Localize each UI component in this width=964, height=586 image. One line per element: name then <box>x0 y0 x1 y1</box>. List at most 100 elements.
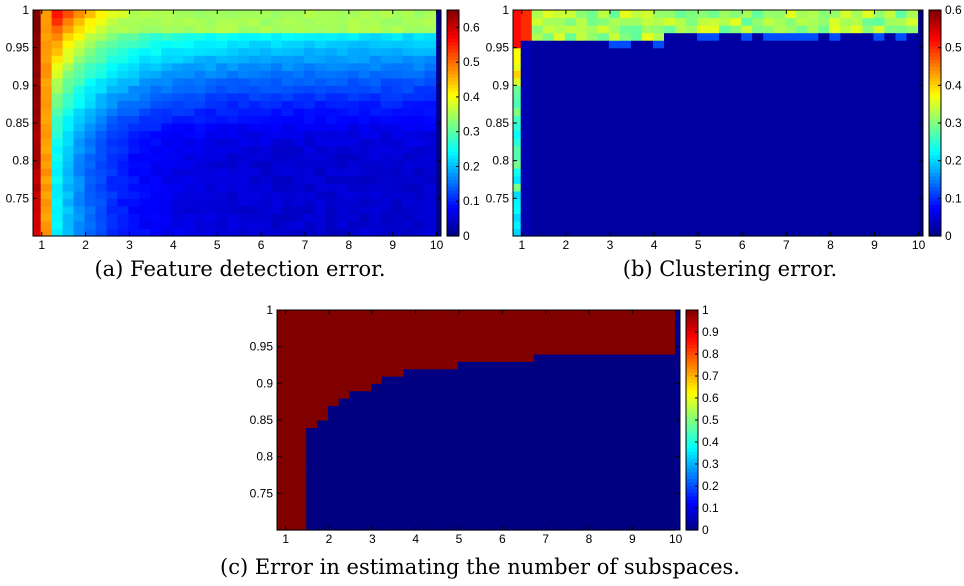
heatmap-cell <box>403 522 416 531</box>
heatmap-cell <box>719 190 731 199</box>
heatmap-cell <box>424 123 437 132</box>
heatmap-cell <box>281 62 294 71</box>
heatmap-cell <box>424 70 437 79</box>
heatmap-cell <box>358 17 371 26</box>
heatmap-cell <box>862 190 874 199</box>
heatmap-cell <box>306 420 318 428</box>
colorbar-segment <box>929 17 941 22</box>
heatmap-cell <box>371 442 383 450</box>
heatmap-cell <box>62 100 75 109</box>
heatmap-cell <box>719 205 731 214</box>
heatmap-cell <box>172 123 184 132</box>
heatmap-cell <box>652 434 665 443</box>
heatmap-cell <box>686 55 698 64</box>
heatmap-cell <box>895 123 908 132</box>
heatmap-cell <box>895 205 908 214</box>
colorbar-tick-label: 0 <box>463 229 470 243</box>
heatmap-cell <box>117 205 130 214</box>
heatmap-cell <box>369 32 382 41</box>
heatmap-cell <box>303 160 316 169</box>
heatmap-cell <box>598 493 611 502</box>
heatmap-cell <box>325 168 338 177</box>
heatmap-cell <box>260 77 272 86</box>
heatmap-cell <box>172 55 184 64</box>
heatmap-cell <box>829 17 841 26</box>
heatmap-cell <box>358 47 371 56</box>
heatmap-cell <box>238 25 250 34</box>
heatmap-cell <box>382 405 394 414</box>
heatmap-cell <box>183 55 195 64</box>
heatmap-cell <box>238 115 250 124</box>
heatmap-cell <box>675 190 687 199</box>
heatmap-cell <box>575 145 588 154</box>
heatmap-cell <box>73 198 86 207</box>
heatmap-cell <box>708 205 720 214</box>
colorbar-segment <box>686 395 698 400</box>
heatmap-cell <box>260 47 272 56</box>
colorbar-segment <box>686 519 698 524</box>
heatmap-cell <box>675 10 687 19</box>
heatmap-cell <box>227 40 239 49</box>
heatmap-cell <box>117 32 130 41</box>
x-tick-label: 4 <box>170 238 177 250</box>
heatmap-cell <box>371 405 383 414</box>
heatmap-cell <box>238 190 250 199</box>
heatmap-cell <box>652 398 665 406</box>
heatmap-cell <box>752 10 764 19</box>
heatmap-cell <box>531 32 544 41</box>
heatmap-cell <box>544 449 557 458</box>
heatmap-cell <box>84 228 97 237</box>
heatmap-cell <box>128 153 140 162</box>
heatmap-cell <box>564 47 577 56</box>
heatmap-cell <box>295 317 307 326</box>
heatmap-cell <box>413 77 426 86</box>
heatmap-cell <box>752 47 764 56</box>
colorbar-segment <box>686 378 698 383</box>
heatmap-cell <box>763 40 775 49</box>
colorbar-segment <box>929 108 941 114</box>
heatmap-cell <box>95 40 108 49</box>
heatmap-cell <box>106 220 119 230</box>
heatmap-cell <box>675 70 687 79</box>
heatmap-cell <box>542 47 555 56</box>
heatmap-cell <box>468 493 481 502</box>
heatmap-cell <box>807 17 819 26</box>
x-tick-label: 4 <box>651 238 658 250</box>
heatmap-cell <box>51 62 64 71</box>
colorbar-segment <box>447 112 459 117</box>
heatmap-cell <box>295 493 307 502</box>
heatmap-cell <box>271 213 283 222</box>
heatmap-cell <box>380 160 393 169</box>
heatmap-cell <box>271 220 283 230</box>
heatmap-cell <box>597 123 610 132</box>
heatmap-cell <box>840 107 852 117</box>
heatmap-cell <box>314 55 327 64</box>
heatmap-cell <box>840 138 852 147</box>
heatmap-cell <box>533 339 546 348</box>
heatmap-cell <box>413 213 426 222</box>
heatmap-cell <box>73 213 86 222</box>
heatmap-cell <box>544 405 557 414</box>
heatmap-cell <box>587 442 600 450</box>
heatmap-cell <box>520 198 533 207</box>
heatmap-cell <box>327 427 340 436</box>
heatmap-cell <box>577 405 589 414</box>
heatmap-cell <box>642 346 654 355</box>
heatmap-cell <box>796 145 808 154</box>
heatmap-cell <box>873 175 886 184</box>
heatmap-cell <box>619 70 632 79</box>
x-tick-label: 2 <box>563 238 570 250</box>
heatmap-cell <box>402 228 415 237</box>
heatmap-cells <box>513 10 919 237</box>
heatmap-cell <box>128 138 140 147</box>
heatmap-cell <box>553 62 566 71</box>
heatmap-cell <box>818 138 830 147</box>
heatmap-cell <box>205 10 217 19</box>
colorbar-segment <box>929 34 941 39</box>
heatmap-cell <box>586 228 599 237</box>
heatmap-cell <box>555 339 567 348</box>
heatmap-cell <box>150 17 162 26</box>
heatmap-cell <box>73 62 86 71</box>
heatmap-cell <box>520 205 533 214</box>
colorbar-segment <box>929 190 941 195</box>
